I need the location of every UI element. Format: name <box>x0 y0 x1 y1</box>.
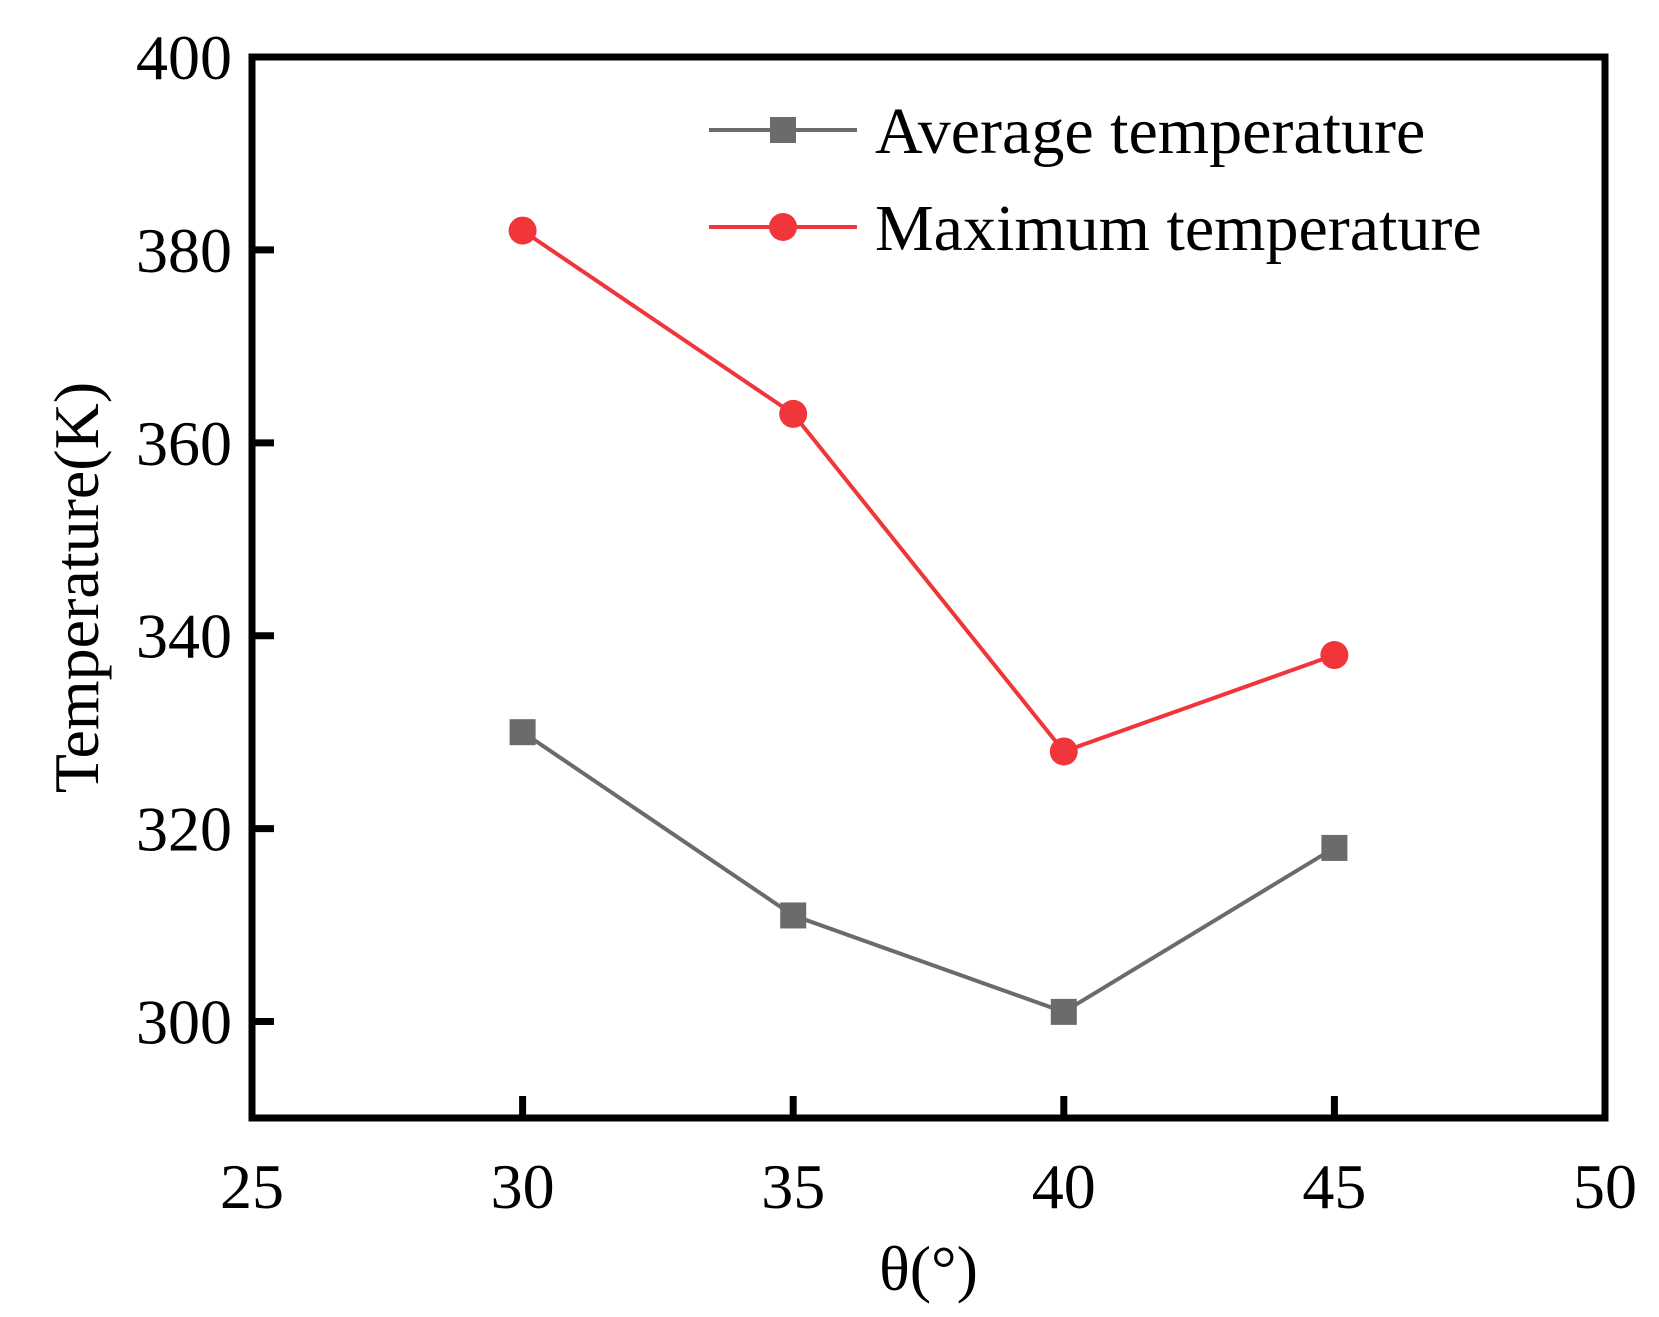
legend: Average temperature Maximum temperature <box>709 95 1482 265</box>
plot-frame <box>248 53 1609 1122</box>
data-point-circle <box>779 399 808 428</box>
x-tick-label: 30 <box>491 1151 555 1222</box>
x-tick-label: 50 <box>1573 1151 1637 1222</box>
legend-label: Maximum temperature <box>875 192 1482 265</box>
data-point-square <box>509 719 536 746</box>
x-tick-label: 25 <box>220 1151 284 1222</box>
data-point-square <box>780 902 807 929</box>
x-tick-label: 40 <box>1032 1151 1096 1222</box>
series-line-2 <box>521 228 1336 754</box>
y-tick-label: 320 <box>136 794 232 865</box>
legend-marker-square <box>770 117 796 143</box>
data-point-circle <box>1049 737 1078 766</box>
y-tick-label: 360 <box>136 408 232 479</box>
legend-label: Average temperature <box>875 95 1425 168</box>
legend-marker-circle <box>769 213 797 241</box>
series-line-1 <box>521 730 1336 1015</box>
y-tick-label: 380 <box>136 215 232 286</box>
x-axis-title: θ(°) <box>879 1233 978 1304</box>
data-point-square <box>1321 834 1348 861</box>
y-tick-label: 400 <box>136 22 232 93</box>
data-point-circle <box>508 216 537 245</box>
x-axis-ticks: 25 30 35 40 45 50 <box>220 1096 1637 1222</box>
y-tick-label: 300 <box>136 987 232 1058</box>
plot-marks <box>508 216 1349 1025</box>
x-tick-label: 45 <box>1302 1151 1366 1222</box>
data-point-square <box>1050 998 1077 1025</box>
data-point-circle <box>1320 641 1349 670</box>
y-axis-title: Temperature(K) <box>41 382 112 793</box>
y-axis-ticks: 300 320 340 360 380 400 <box>136 22 274 1058</box>
x-tick-label: 35 <box>761 1151 825 1222</box>
y-tick-label: 340 <box>136 601 232 672</box>
